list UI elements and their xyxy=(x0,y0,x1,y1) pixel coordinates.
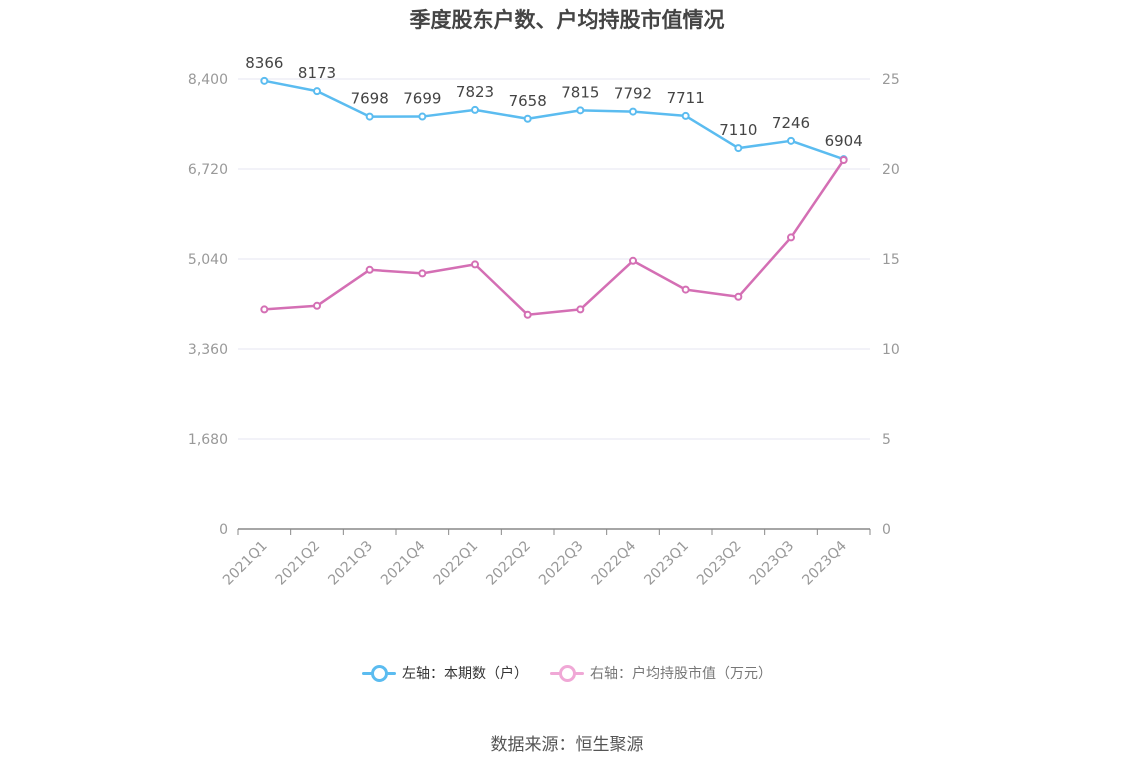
data-label: 7658 xyxy=(509,92,547,110)
data-point-left xyxy=(787,136,795,145)
data-point-right xyxy=(365,265,374,274)
x-tick-label: 2023Q1 xyxy=(641,538,692,589)
data-point-right xyxy=(734,292,743,301)
data-point-right xyxy=(787,233,795,242)
data-point-left xyxy=(576,106,585,115)
x-tick-label: 2021Q1 xyxy=(220,538,271,589)
data-label: 6904 xyxy=(825,132,863,150)
x-tick-label: 2022Q4 xyxy=(589,538,640,589)
y-left-tick-label: 6,720 xyxy=(188,162,228,178)
data-point-left xyxy=(523,114,532,123)
data-point-left xyxy=(681,111,690,120)
data-point-left xyxy=(313,87,321,96)
x-tick-label: 2022Q1 xyxy=(431,538,482,589)
legend: 左轴：本期数（户） 右轴：户均持股市值（万元） xyxy=(0,663,1134,683)
legend-item-left-series[interactable]: 左轴：本期数（户） xyxy=(362,663,528,683)
data-point-right xyxy=(523,310,532,319)
data-point-left xyxy=(260,76,269,85)
x-tick-label: 2023Q4 xyxy=(799,538,850,589)
data-point-right xyxy=(576,305,585,314)
data-point-right xyxy=(839,156,848,164)
data-label: 8366 xyxy=(245,54,283,72)
x-tick-label: 2022Q3 xyxy=(536,538,587,589)
axis-layer: 0 0 1,680 5 3,360 10 5,040 15 6,720 20 8,400 25 2021… xyxy=(188,72,900,589)
data-point-left xyxy=(418,112,427,121)
data-label: 7110 xyxy=(719,121,757,139)
data-label: 7792 xyxy=(614,85,652,103)
data-point-left xyxy=(734,144,743,153)
series-layer xyxy=(260,76,848,319)
legend-label-left: 左轴：本期数（户） xyxy=(402,666,528,682)
data-label: 7246 xyxy=(772,114,810,132)
grid-layer xyxy=(238,78,870,440)
data-point-left xyxy=(629,107,637,116)
data-point-right xyxy=(681,285,690,294)
y-right-tick-label: 25 xyxy=(882,72,900,88)
legend-swatch-left xyxy=(362,665,396,682)
x-tick-label: 2021Q3 xyxy=(325,538,376,589)
chart-title: 季度股东户数、户均持股市值情况 xyxy=(409,8,725,32)
legend-label-right: 右轴：户均持股市值（万元） xyxy=(590,666,772,682)
x-tick-label: 2022Q2 xyxy=(483,538,534,589)
data-label: 7698 xyxy=(351,90,389,108)
data-point-right xyxy=(471,260,479,269)
data-label: 7711 xyxy=(667,89,705,107)
data-label: 7815 xyxy=(561,83,599,101)
y-left-tick-label: 0 xyxy=(219,522,228,538)
x-tick-label: 2023Q3 xyxy=(747,538,798,589)
legend-swatch-right xyxy=(550,665,584,682)
y-right-tick-label: 15 xyxy=(882,252,900,268)
data-label: 7699 xyxy=(403,90,441,108)
y-left-tick-label: 3,360 xyxy=(188,342,228,358)
source-note: 数据来源：恒生聚源 xyxy=(490,735,644,755)
data-point-right xyxy=(313,301,321,310)
data-point-left xyxy=(471,105,479,114)
data-label: 7823 xyxy=(456,83,494,101)
data-point-right xyxy=(260,305,269,314)
y-right-tick-label: 5 xyxy=(882,432,891,448)
legend-item-right-series[interactable]: 右轴：户均持股市值（万元） xyxy=(550,663,772,683)
series-line-left xyxy=(264,79,845,161)
x-tick-label: 2021Q2 xyxy=(273,538,324,589)
y-right-tick-label: 0 xyxy=(882,522,891,538)
data-label: 8173 xyxy=(298,64,336,82)
y-right-tick-label: 20 xyxy=(882,162,900,178)
data-point-right xyxy=(629,256,637,265)
y-left-tick-label: 5,040 xyxy=(188,252,228,268)
y-right-tick-label: 10 xyxy=(882,342,900,358)
x-tick-label: 2023Q2 xyxy=(694,538,745,589)
data-point-right xyxy=(418,269,427,278)
x-tick-label: 2021Q4 xyxy=(378,538,429,589)
y-left-tick-label: 8,400 xyxy=(188,72,228,88)
data-point-left xyxy=(365,112,374,121)
label-layer: 8366 8173 7698 7699 7823 7658 7815 7792 7711 7110… xyxy=(245,54,863,150)
series-line-right xyxy=(264,159,845,317)
y-left-tick-label: 1,680 xyxy=(188,432,228,448)
